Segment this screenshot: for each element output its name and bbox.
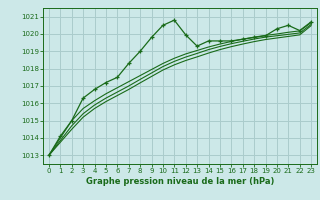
X-axis label: Graphe pression niveau de la mer (hPa): Graphe pression niveau de la mer (hPa)	[86, 177, 274, 186]
